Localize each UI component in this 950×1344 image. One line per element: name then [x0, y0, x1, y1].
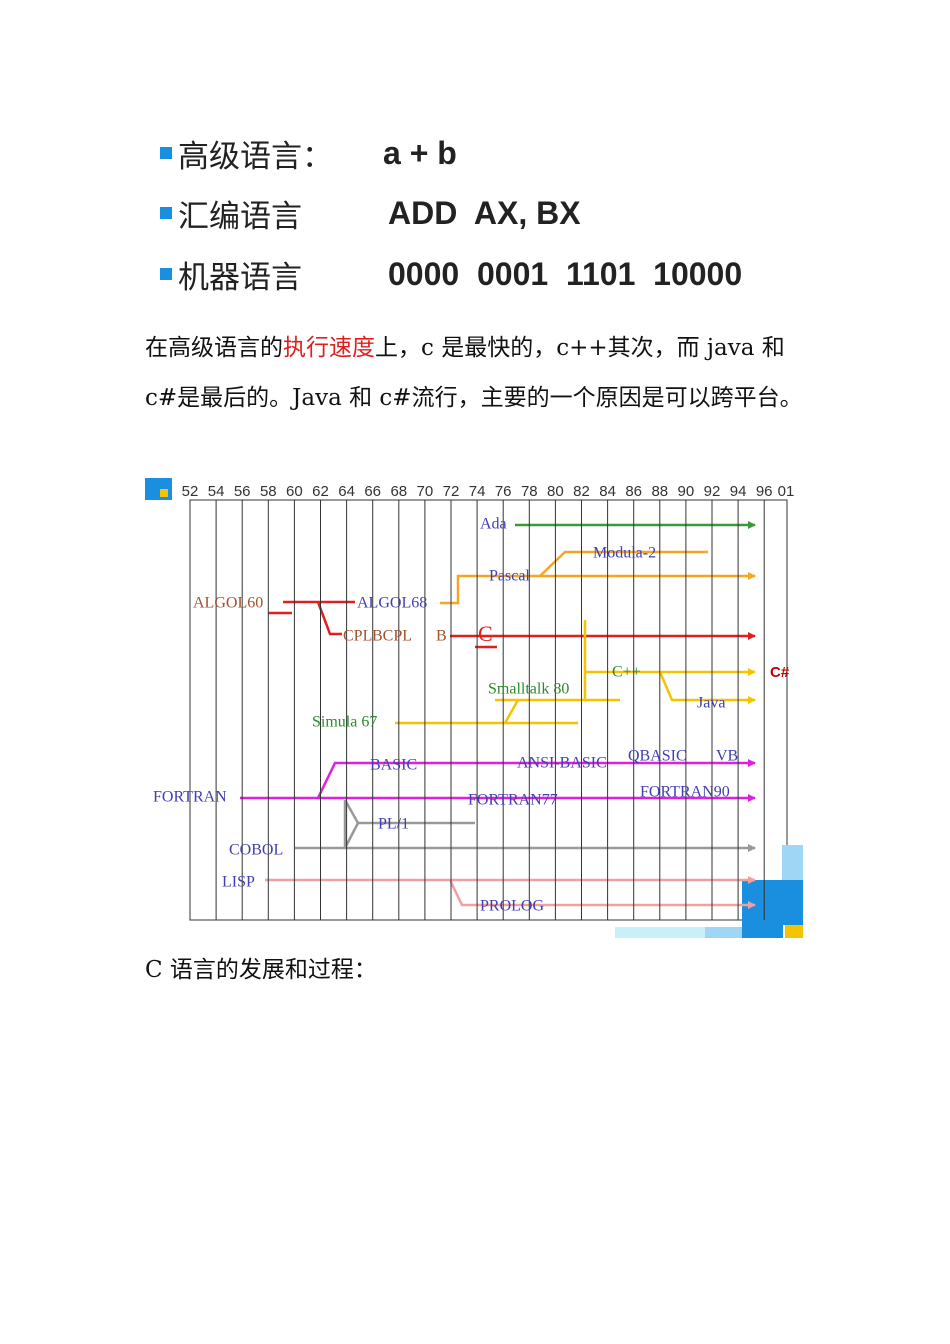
language-label: C++: [612, 664, 641, 681]
language-label: C: [478, 621, 493, 646]
year-label: 90: [678, 483, 695, 500]
language-label: Simula 67: [312, 714, 377, 731]
deco: [742, 880, 803, 925]
year-label: 66: [364, 483, 381, 500]
bullet: [160, 268, 172, 280]
language-label: Pascal: [489, 568, 530, 585]
language-label: ALGOL68: [357, 595, 427, 612]
language-label: VB: [716, 748, 738, 765]
language-label: B: [436, 628, 447, 645]
year-label: 60: [286, 483, 303, 500]
language-label: PROLOG: [480, 898, 544, 915]
language-label: Ada: [480, 516, 507, 533]
year-label: 84: [599, 483, 616, 500]
language-label: LISP: [222, 874, 255, 891]
language-label: FORTRAN90: [640, 784, 730, 801]
row-label: 高级语言：: [178, 138, 333, 175]
row-label: 机器语言: [178, 259, 302, 296]
language-label: BASIC: [370, 757, 417, 774]
year-label: 76: [495, 483, 512, 500]
bullet: [160, 147, 172, 159]
year-label: 80: [547, 483, 564, 500]
underline: [268, 611, 497, 649]
deco: [160, 489, 168, 497]
year-label: 72: [443, 483, 460, 500]
year-label: 58: [260, 483, 277, 500]
year-label: 94: [730, 483, 747, 500]
line: [448, 879, 756, 909]
deco: [782, 845, 803, 880]
code-row: 高级语言： a + b: [160, 128, 457, 178]
line: [343, 799, 475, 849]
year-label: 56: [234, 483, 251, 500]
year-label: 78: [521, 483, 538, 500]
highlight: 执行速度: [283, 335, 375, 361]
code: 0000 0001 1101 10000: [388, 255, 743, 292]
language-label: Java: [697, 695, 725, 712]
code: a + b: [383, 134, 457, 171]
line: [658, 671, 756, 704]
deco: [785, 925, 803, 938]
frame: [189, 499, 788, 921]
text: 上，c 是最快的，c++其次，而 java 和 c#是最后的。Java 和 c#…: [145, 335, 803, 411]
language-label: Modula-2: [593, 545, 656, 562]
line: [395, 698, 620, 725]
language-label: C#: [770, 664, 790, 681]
year-label: 96: [756, 483, 773, 500]
line: [583, 620, 755, 700]
year-label: 01: [778, 483, 795, 500]
code: ADD AX, BX: [388, 194, 581, 231]
line: [316, 759, 756, 799]
language-label: ANSI-BASIC: [517, 755, 607, 772]
text: 在高级语言的: [145, 335, 283, 361]
paragraph: C 语言的发展和过程：: [145, 957, 377, 983]
year-label: 86: [625, 483, 642, 500]
year-label: 70: [417, 483, 434, 500]
year-label: 88: [651, 483, 668, 500]
code-row: 汇编语言 ADD AX, BX: [160, 188, 581, 238]
row-label: 汇编语言: [178, 198, 302, 235]
language-label: QBASIC: [628, 748, 687, 765]
bullet: [160, 207, 172, 219]
language-label: COBOL: [229, 842, 283, 859]
line: [283, 600, 755, 636]
deco: [705, 927, 742, 938]
deco: [615, 927, 705, 938]
language-label: Smalltalk 80: [488, 681, 569, 698]
language-label: ALGOL60: [193, 595, 263, 612]
code-row: 机器语言 0000 0001 1101 10000: [160, 249, 742, 299]
lines: [240, 521, 756, 909]
year-label: 82: [573, 483, 590, 500]
language-label: BCPL: [372, 628, 412, 645]
language-label: FORTRAN: [153, 789, 227, 806]
year-label: 68: [390, 483, 407, 500]
year-label: 62: [312, 483, 329, 500]
code-image: 高级语言： a + b 汇编语言 ADD AX, BX 机器语言 0000 0001 …: [145, 120, 805, 310]
year-label: 52: [182, 483, 199, 500]
language-label: PL/1: [378, 816, 409, 833]
line: [440, 550, 755, 605]
language-label: CPL: [343, 628, 372, 645]
year-label: 74: [469, 483, 486, 500]
year-label: 54: [208, 483, 225, 500]
deco: [742, 925, 783, 938]
language-label: FORTRAN77: [468, 792, 558, 809]
year-label: 92: [704, 483, 721, 500]
paragraph: 在高级语言的执行速度上，c 是最快的，c++其次，而 java 和 c#是最后的…: [145, 323, 810, 423]
year-label: 64: [338, 483, 355, 500]
